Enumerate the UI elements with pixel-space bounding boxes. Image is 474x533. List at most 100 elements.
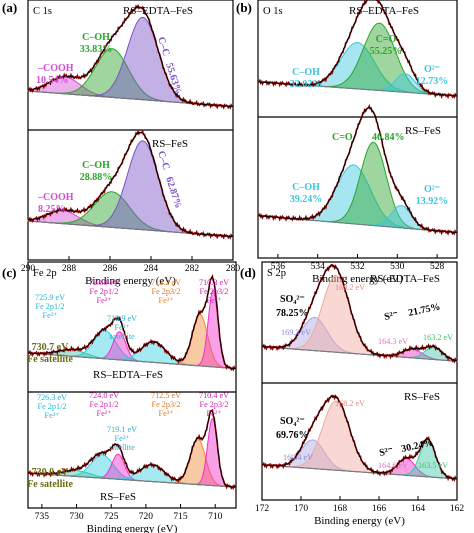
- group-name-so4: SO₄²⁻: [280, 416, 305, 427]
- sample-name: RS–EDTA–FeS: [370, 273, 440, 285]
- peak-assignment-label: Fe³⁺: [43, 311, 58, 320]
- peak-energy-label: 730.7 eV: [32, 342, 69, 353]
- group-name-s2: S²⁻: [378, 445, 394, 459]
- peak-percent-co: 55.25%: [370, 46, 403, 57]
- panel-label-a: (a): [2, 0, 17, 15]
- panel-frame: [27, 261, 237, 509]
- peak-assignment-label: Fe²⁺: [207, 409, 222, 418]
- fit-envelope: [261, 395, 458, 480]
- background-line: [27, 352, 237, 370]
- peak-percent-coh: 28.88%: [80, 172, 113, 183]
- peak-energy-label: 168.2 eV: [335, 399, 365, 408]
- peak-percent-coh: 32.02%: [290, 79, 323, 90]
- x-axis-label: Binding energy (eV): [85, 275, 176, 287]
- peak-assignment-label: Fe²⁺: [97, 296, 112, 305]
- peak-assignment-label: Fe satellite: [27, 479, 73, 490]
- peak-assignment-label: satellite: [109, 332, 135, 341]
- x-tick-label: 730: [69, 512, 84, 522]
- peak-assignment-label: Fe 2p1/2: [36, 302, 65, 311]
- peak-assignment-label: Fe 2p3/2: [200, 400, 229, 409]
- core-level-label: S 2p: [267, 268, 286, 279]
- group-percent-s2: 21.75%: [407, 301, 441, 319]
- x-tick-label: 280: [226, 264, 241, 274]
- x-tick-label: 715: [173, 512, 188, 522]
- sample-name: RS–FeS: [404, 391, 440, 403]
- peak-percent-coh: 33.83%: [80, 44, 113, 55]
- peak-assignment-label: Fe³⁺: [115, 434, 130, 443]
- peak-assignment-label: satellite: [109, 443, 135, 452]
- fit-envelope: [28, 409, 236, 488]
- peak-assignment-label: Fe³⁺: [45, 411, 60, 420]
- peak-energy-label: 164.6 eV: [378, 461, 408, 470]
- fit-envelope: [261, 265, 458, 362]
- peak-name-coh: C–OH: [292, 67, 320, 78]
- x-tick-label: 284: [144, 264, 159, 274]
- x-tick-label: 288: [62, 264, 77, 274]
- sample-name: RS–EDTA–FeS: [123, 5, 193, 17]
- x-axis-label: Binding energy (eV): [314, 515, 405, 527]
- peak-energy-label: 169.3 eV: [281, 328, 311, 337]
- sample-name: RS–FeS: [405, 125, 441, 137]
- panel-label-d: (d): [240, 265, 256, 280]
- peak-energy-label: 169.4 eV: [283, 453, 313, 462]
- peak-energy-label: 712.2 eV: [151, 278, 181, 287]
- peak-name-cooh: –COOH: [37, 63, 74, 74]
- group-name-s2: S²⁻: [383, 309, 399, 323]
- peak-energy-label: 726.3 eV: [37, 393, 67, 402]
- peak-energy-label: 164.3 eV: [378, 337, 408, 346]
- peak-percent-o2: 13.92%: [416, 196, 449, 207]
- peak-percent-coh: 39.24%: [290, 194, 323, 205]
- peak-name-cc: C–C: [155, 150, 171, 172]
- peak-energy-label: 730.0 eV: [32, 467, 69, 478]
- peak-percent-cooh: 10.54%: [36, 75, 69, 86]
- peak-name-co: C=O: [332, 132, 353, 143]
- peak-assignment-label: Fe²⁺: [207, 296, 222, 305]
- sample-name: RS–EDTA–FeS: [349, 5, 419, 17]
- peak-energy-label: 724.0 eV: [89, 391, 119, 400]
- x-tick-label: 166: [372, 504, 387, 514]
- peak-energy-label: 710.3 eV: [199, 278, 229, 287]
- peak-energy-label: 163.2 eV: [423, 333, 453, 342]
- peak-name-coh: C–OH: [292, 182, 320, 193]
- peak-assignment-label: Fe 2p1/2: [38, 402, 67, 411]
- peak-name-co: C=O: [376, 34, 397, 45]
- peak-name-coh: C–OH: [82, 160, 110, 171]
- sample-name: RS–EDTA–FeS: [93, 369, 163, 381]
- x-tick-label: 720: [139, 512, 154, 522]
- sample-name: RS–FeS: [152, 138, 188, 150]
- peak-assignment-label: Fe 2p3/2: [152, 287, 181, 296]
- peak-energy-label: 725.9 eV: [35, 293, 65, 302]
- x-tick-label: 286: [103, 264, 118, 274]
- x-tick-label: 710: [208, 512, 223, 522]
- x-tick-label: 536: [271, 262, 286, 272]
- group-percent-so4: 78.25%: [276, 308, 309, 319]
- peak-energy-label: 163.5 eV: [418, 461, 448, 470]
- peak-energy-label: 719.1 eV: [107, 425, 137, 434]
- fit-envelope: [28, 276, 237, 370]
- peak-assignment-label: Fe satellite: [27, 354, 73, 365]
- x-tick-label: 725: [104, 512, 119, 522]
- peak-name-o2: O²⁻: [424, 184, 440, 195]
- x-axis-label: Binding energy (eV): [87, 523, 178, 533]
- panel-label-c: (c): [2, 265, 16, 280]
- x-tick-label: 164: [411, 504, 426, 514]
- x-tick-label: 170: [294, 504, 309, 514]
- peak-assignment-label: Fe²⁺: [97, 409, 112, 418]
- x-tick-label: 162: [450, 504, 465, 514]
- panel-frame: [261, 261, 458, 501]
- x-tick-label: 168: [333, 504, 348, 514]
- peak-assignment-label: Fe 2p1/2: [90, 287, 119, 296]
- background-line: [27, 472, 237, 488]
- fit-envelope: [27, 131, 234, 238]
- background-line: [261, 346, 458, 362]
- panel-label-b: (b): [236, 0, 252, 15]
- x-tick-label: 532: [350, 262, 365, 272]
- peak-energy-label: 712.5 eV: [151, 391, 181, 400]
- peak-assignment-label: Fe 2p3/2: [152, 400, 181, 409]
- core-level-label: Fe 2p: [33, 268, 57, 279]
- peak-assignment-label: Fe³⁺: [159, 296, 174, 305]
- peak-assignment-label: Fe 2p1/2: [90, 400, 119, 409]
- peak-percent-co: 46.84%: [372, 132, 405, 143]
- x-tick-label: 172: [255, 504, 270, 514]
